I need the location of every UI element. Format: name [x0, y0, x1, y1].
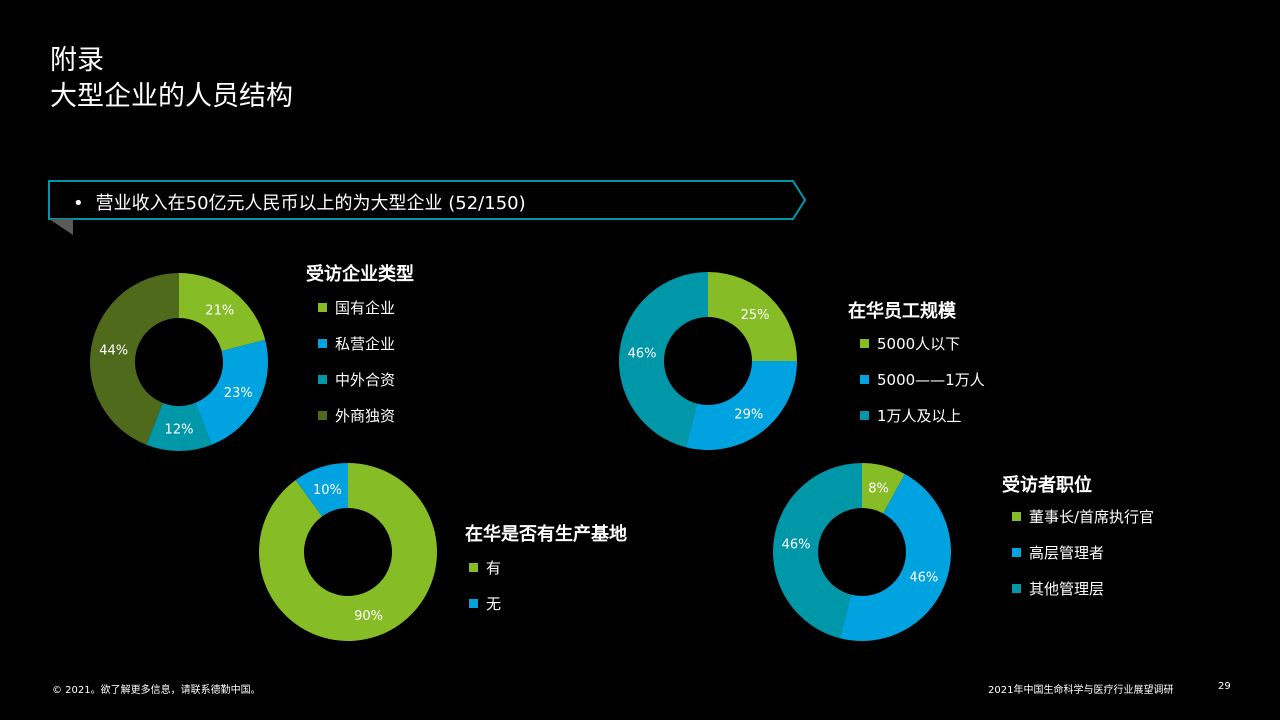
donut-respondent-position: 8% 46% 46%	[772, 463, 952, 642]
legend-label: 5000——1万人	[877, 370, 985, 389]
legend-respondent-position: 董事长/首席执行官 高层管理者 其他管理层	[1012, 498, 1154, 606]
data-label: 29%	[734, 408, 763, 423]
legend-item: 私营企业	[318, 325, 395, 361]
legend-swatch	[469, 598, 478, 608]
callout-bullet: •	[73, 193, 84, 214]
legend-item: 5000——1万人	[860, 361, 985, 397]
legend-item: 外商独资	[318, 397, 395, 433]
data-label: 8%	[868, 482, 889, 497]
legend-item: 董事长/首席执行官	[1012, 498, 1154, 534]
data-label: 44%	[99, 344, 128, 359]
legend-swatch	[318, 302, 327, 312]
legend-swatch	[1012, 547, 1021, 557]
legend-label: 无	[486, 594, 502, 613]
legend-label: 有	[486, 558, 502, 577]
legend-label: 私营企业	[335, 334, 396, 353]
page-title: 附录	[50, 45, 104, 76]
legend-item: 1万人及以上	[860, 397, 985, 433]
donut-slice-4	[89, 273, 179, 445]
legend-item: 国有企业	[318, 289, 395, 325]
donut-slice-1	[259, 463, 437, 641]
legend-company-type: 国有企业 私营企业 中外合资 外商独资	[318, 289, 395, 433]
legend-item: 无	[469, 585, 501, 621]
data-label: 21%	[205, 303, 234, 318]
donut-slice-1	[708, 272, 797, 361]
donut-company-type: 21% 23% 12% 44%	[89, 273, 268, 452]
legend-label: 1万人及以上	[877, 406, 962, 425]
legend-label: 董事长/首席执行官	[1029, 507, 1155, 526]
donut-employee-scale: 25% 29% 46%	[619, 272, 797, 450]
data-label: 12%	[165, 423, 194, 438]
donut-slice-2	[195, 339, 268, 445]
donut-slice-3	[146, 402, 212, 452]
legend-swatch	[1012, 583, 1021, 593]
callout-text: 营业收入在50亿元人民币以上的为大型企业 (52/150)	[95, 193, 526, 214]
donut-slice-3	[619, 272, 708, 448]
data-label: 46%	[628, 347, 657, 362]
data-label: 25%	[741, 308, 770, 323]
legend-swatch	[860, 338, 869, 348]
data-label: 10%	[313, 483, 342, 498]
data-label: 46%	[909, 570, 938, 585]
chart-title: 在华是否有生产基地	[465, 524, 627, 545]
legend-item: 有	[469, 549, 501, 585]
legend-swatch	[318, 338, 327, 348]
callout-fold	[49, 219, 73, 235]
page-subtitle: 大型企业的人员结构	[50, 81, 293, 112]
callout-box: • 营业收入在50亿元人民币以上的为大型企业 (52/150)	[47, 179, 817, 235]
donut-slice-1	[179, 273, 266, 352]
data-label: 46%	[782, 538, 811, 553]
legend-label: 中外合资	[335, 370, 396, 389]
legend-item: 高层管理者	[1012, 534, 1154, 570]
chart-title: 受访者职位	[1002, 475, 1092, 496]
donut-slice-2	[685, 361, 797, 450]
footer-report-title: 2021年中国生命科学与医疗行业展望调研	[988, 685, 1174, 696]
legend-label: 外商独资	[335, 406, 396, 425]
donut-slice-2	[295, 463, 348, 517]
page-number: 29	[1218, 681, 1231, 692]
legend-label: 国有企业	[335, 298, 396, 317]
legend-production-base: 有 无	[469, 549, 513, 621]
donut-slice-3	[772, 463, 862, 639]
legend-label: 其他管理层	[1029, 579, 1105, 598]
legend-swatch	[860, 410, 869, 420]
legend-item: 其他管理层	[1012, 570, 1154, 606]
legend-swatch	[1012, 511, 1021, 521]
callout-frame	[48, 180, 807, 235]
legend-item: 5000人以下	[860, 325, 985, 361]
legend-label: 高层管理者	[1029, 543, 1105, 562]
chart-title: 受访企业类型	[306, 264, 414, 285]
donut-slice-1	[862, 463, 905, 514]
legend-label: 5000人以下	[877, 334, 961, 353]
callout-text-line: • 营业收入在50亿元人民币以上的为大型企业 (52/150)	[73, 189, 526, 215]
chart-title: 在华员工规模	[848, 301, 956, 322]
legend-swatch	[318, 410, 327, 420]
callout-border	[48, 180, 807, 220]
donut-production-base: 90% 10%	[259, 463, 437, 641]
legend-employee-scale: 5000人以下 5000——1万人 1万人及以上	[860, 325, 985, 433]
footer-copyright: © 2021。欲了解更多信息，请联系德勤中国。	[52, 685, 261, 696]
data-label: 23%	[224, 386, 253, 401]
data-label: 90%	[354, 609, 383, 624]
legend-item: 中外合资	[318, 361, 395, 397]
legend-swatch	[860, 374, 869, 384]
donut-slice-2	[839, 474, 952, 642]
legend-swatch	[469, 562, 478, 572]
legend-swatch	[318, 374, 327, 384]
